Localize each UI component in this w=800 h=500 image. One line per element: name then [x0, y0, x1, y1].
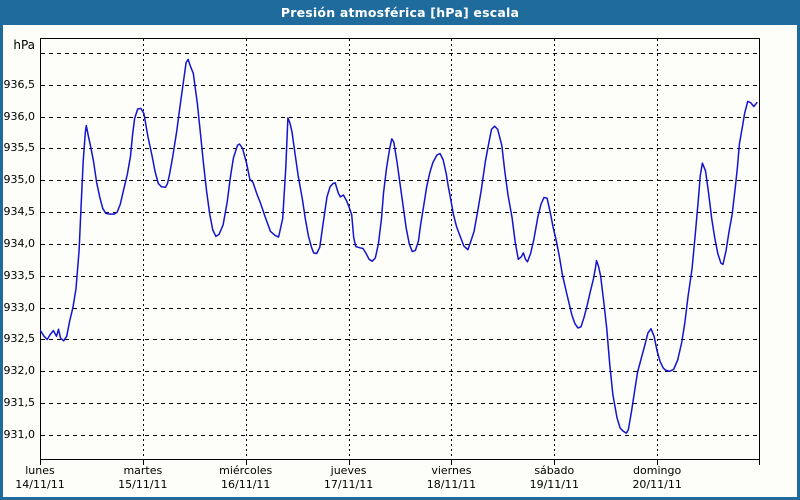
x-date-label: 16/11/11	[221, 478, 271, 491]
y-tick-label: 932,0	[3, 364, 36, 378]
y-tick-label: 936,0	[3, 109, 36, 123]
y-tick-label: 934,5	[3, 205, 36, 219]
x-date-label: 15/11/11	[118, 478, 168, 491]
y-tick-label: 934,0	[3, 236, 36, 250]
pressure-line	[40, 58, 758, 434]
y-tick-label: 933,0	[3, 300, 36, 314]
x-day-label: jueves	[330, 464, 367, 477]
y-tick-label: 935,0	[3, 173, 36, 187]
x-date-label: 17/11/11	[323, 478, 374, 491]
window-border-bottom	[0, 497, 800, 500]
x-date-label: 20/11/11	[632, 478, 682, 491]
title-bar: Presión atmosférica [hPa] escala	[0, 0, 800, 25]
x-day-label: lunes	[25, 464, 55, 477]
y-tick-label: 936,5	[3, 77, 36, 91]
x-date-label: 14/11/11	[15, 478, 65, 491]
x-day-label: martes	[123, 464, 163, 477]
plot-border	[40, 38, 760, 460]
x-date-label: 18/11/11	[426, 478, 477, 491]
x-date-label: 19/11/11	[529, 478, 579, 491]
y-tick-label: 933,5	[3, 268, 36, 282]
y-tick-label: 932,5	[3, 332, 36, 346]
window-border-left	[0, 25, 3, 500]
x-day-label: viernes	[431, 464, 472, 477]
window-border-right	[797, 25, 800, 500]
y-tick-label: 931,5	[3, 396, 36, 410]
pressure-chart-plot	[40, 38, 760, 465]
y-tick-label: 931,0	[3, 428, 36, 441]
window-title: Presión atmosférica [hPa] escala	[280, 5, 520, 20]
x-day-label: miércoles	[219, 464, 273, 477]
y-tick-label: 935,5	[3, 141, 36, 155]
x-day-label: domingo	[633, 464, 682, 477]
y-axis-unit-label: hPa	[13, 38, 35, 52]
x-day-label: sábado	[534, 464, 575, 477]
